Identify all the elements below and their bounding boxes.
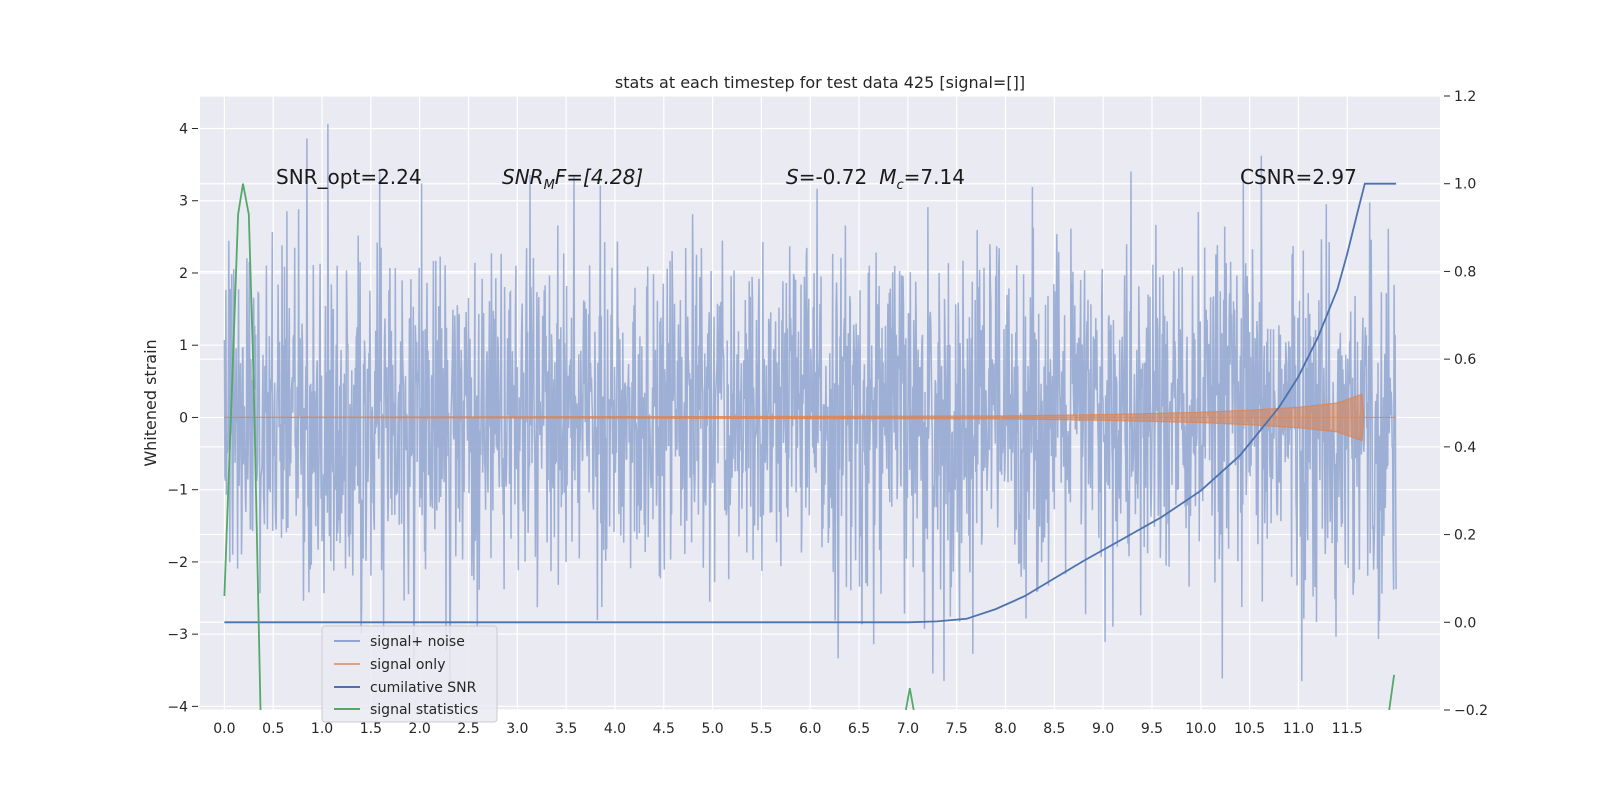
x-tick-label: 6.5 (848, 721, 870, 737)
x-tick-label: 3.0 (506, 721, 528, 737)
legend: signal+ noise signal only cumilative SNR… (321, 625, 498, 723)
x-tick-label: 10.0 (1185, 721, 1216, 737)
y2-tick-label: 0.0 (1454, 615, 1476, 631)
x-tick-label: 5.0 (701, 721, 723, 737)
x-tick-label: 10.5 (1234, 721, 1265, 737)
x-tick-label: 11.0 (1283, 721, 1314, 737)
series-signal-noise (223, 123, 1397, 682)
x-tick-label: 9.5 (1141, 721, 1163, 737)
y2-tick-label: 0.2 (1454, 528, 1476, 544)
series-cumulative-snr (224, 182, 1397, 624)
y2-tick-label: 0.8 (1454, 264, 1476, 280)
y-tick-label: −1 (167, 483, 188, 499)
x-tick-label: 7.5 (946, 721, 968, 737)
x-tick-label: 1.0 (311, 721, 333, 737)
series-signal-statistics (223, 183, 262, 710)
y2-tick-label: 1.2 (1454, 89, 1476, 105)
y-tick-label: 1 (179, 338, 188, 354)
x-tick-label: 11.5 (1332, 721, 1363, 737)
x-tick-label: 2.0 (409, 721, 431, 737)
x-tick-label: 5.5 (750, 721, 772, 737)
y-tick-label: −4 (167, 699, 188, 715)
x-tick-label: 0.0 (213, 721, 235, 737)
x-tick-labels: 0.0 0.5 1.0 1.5 2.0 2.5 3.0 3.5 4.0 4.5 5.0 5.5 6.0 6… (213, 721, 1363, 737)
y-tick-label: 3 (179, 194, 188, 210)
y2-tick-label: 1.0 (1454, 177, 1476, 193)
y2-tick-label: 0.4 (1454, 440, 1476, 456)
x-tick-label: 9.0 (1092, 721, 1114, 737)
y-tick-label: 4 (179, 122, 188, 138)
legend-label-signal-only: signal only (370, 657, 445, 673)
x-tick-label: 4.5 (653, 721, 675, 737)
y2-tick-labels: 1.2 1.0 0.8 0.6 0.4 0.2 0.0 −0.2 (1444, 89, 1488, 719)
y2-tick-label: 0.6 (1454, 352, 1476, 368)
y-tick-label: −2 (167, 555, 188, 571)
y-tick-labels: 4 3 2 1 0 −1 −2 −3 −4 (167, 122, 198, 715)
x-tick-label: 4.0 (604, 721, 626, 737)
annotation-snr-opt: SNR_opt=2.24 (276, 165, 422, 189)
legend-label-cumulative-snr: cumilative SNR (370, 680, 477, 696)
y-tick-label: 0 (179, 410, 188, 426)
y-tick-label: 2 (179, 266, 188, 282)
series-signal-statistics-segment-2 (905, 687, 915, 710)
x-tick-label: 8.0 (994, 721, 1016, 737)
x-tick-label: 7.0 (897, 721, 919, 737)
annotation-snr-mf: SNRMF=[4.28] (502, 165, 643, 193)
legend-label-signal-noise: signal+ noise (370, 634, 465, 650)
chart-title: stats at each timestep for test data 425… (615, 73, 1025, 92)
x-tick-label: 8.5 (1043, 721, 1065, 737)
x-tick-label: 1.5 (360, 721, 382, 737)
annotation-s-mc: S=-0.72 Mc=7.14 (786, 165, 965, 193)
series-signal-statistics-segment-3 (1388, 674, 1395, 710)
y-axis-label: Whitened strain (141, 339, 160, 466)
x-tick-label: 2.5 (457, 721, 479, 737)
annotation-csnr: CSNR=2.97 (1240, 165, 1357, 189)
y-tick-label: −3 (167, 627, 188, 643)
x-tick-label: 0.5 (262, 721, 284, 737)
series-signal-only (224, 393, 1397, 442)
legend-label-signal-statistics: signal statistics (370, 702, 478, 718)
x-tick-label: 3.5 (555, 721, 577, 737)
x-tick-label: 6.0 (799, 721, 821, 737)
y2-tick-label: −0.2 (1454, 703, 1488, 719)
